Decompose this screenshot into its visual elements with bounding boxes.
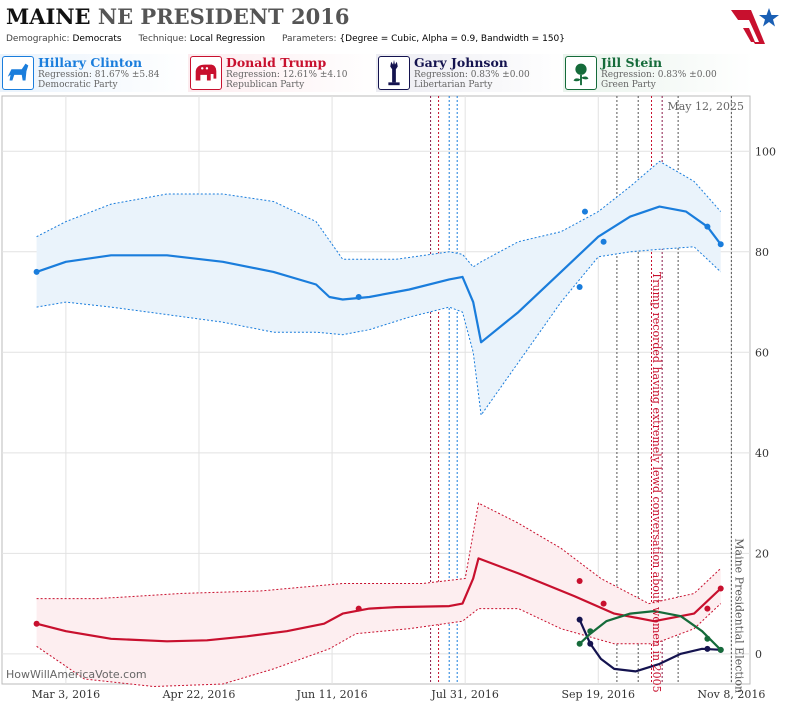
elephant-icon [190, 56, 222, 90]
candidate-card-stein[interactable]: Jill Stein Regression: 0.83% ±0.00 Green… [563, 54, 753, 92]
annotation-label: Maine Presidential Election [732, 538, 745, 693]
candidate-name: Donald Trump [226, 55, 327, 70]
candidate-party: Republican Party [226, 80, 305, 90]
data-point-donald-trump [576, 577, 583, 584]
lower-bound-donald-trump [36, 603, 722, 688]
data-point-donald-trump [717, 585, 724, 592]
candidate-regression: Regression: 0.83% ±0.00 [601, 70, 717, 80]
data-point-donald-trump [33, 620, 40, 627]
upper-bound-hillary-clinton [36, 160, 722, 268]
y-tick-label: 40 [755, 447, 769, 460]
candidate-regression: Regression: 81.67% ±5.84 [38, 70, 160, 80]
title-state: MAINE [6, 4, 91, 29]
x-tick-label: Jul 31, 2016 [430, 688, 499, 701]
candidate-card-clinton[interactable]: Hillary Clinton Regression: 81.67% ±5.84… [0, 54, 190, 92]
data-point-donald-trump [704, 605, 711, 612]
trend-line-gary-johnson [578, 619, 721, 673]
data-point-jill-stein [704, 635, 711, 642]
data-point-jill-stein [576, 640, 583, 647]
chart-parameters: Demographic: Democrats Technique: Local … [6, 34, 579, 44]
candidate-legend: Hillary Clinton Regression: 81.67% ±5.84… [0, 54, 789, 92]
trend-line-hillary-clinton [36, 205, 722, 344]
x-tick-label: Jun 11, 2016 [296, 688, 368, 701]
x-tick-label: Nov 8, 2016 [697, 688, 765, 701]
demographic-value: Democrats [72, 34, 122, 44]
donkey-icon [2, 56, 34, 90]
data-point-donald-trump [355, 605, 362, 612]
chart-date-label: May 12, 2025 [667, 100, 744, 113]
candidate-card-trump[interactable]: Donald Trump Regression: 12.61% ±4.10 Re… [188, 54, 378, 92]
candidate-card-johnson[interactable]: Gary Johnson Regression: 0.83% ±0.00 Lib… [376, 54, 566, 92]
site-credit[interactable]: HowWillAmericaVote.com [6, 668, 147, 681]
y-tick-label: 100 [755, 145, 776, 158]
data-point-jill-stein [717, 646, 724, 653]
data-point-gary-johnson [576, 616, 583, 623]
candidate-party: Libertarian Party [414, 80, 493, 90]
page-title: MAINE NE PRESIDENT 2016 [6, 4, 349, 29]
data-point-gary-johnson [587, 640, 594, 647]
upper-bound-donald-trump [36, 502, 722, 605]
data-point-hillary-clinton [355, 294, 362, 301]
y-tick-label: 80 [755, 246, 769, 259]
lower-bound-hillary-clinton [36, 246, 722, 417]
trend-line-donald-trump [36, 557, 722, 643]
data-point-hillary-clinton [717, 241, 724, 248]
title-subject: NE PRESIDENT 2016 [97, 4, 350, 29]
data-point-jill-stein [587, 628, 594, 635]
parameters-label: Parameters: [281, 34, 337, 44]
y-tick-label: 0 [755, 648, 762, 661]
data-point-donald-trump [600, 600, 607, 607]
data-point-gary-johnson [704, 645, 711, 652]
demographic-label: Demographic: [6, 34, 70, 44]
rose-icon [565, 56, 597, 90]
x-tick-label: Sep 19, 2016 [561, 688, 635, 701]
data-point-hillary-clinton [704, 223, 711, 230]
x-tick-label: Apr 22, 2016 [162, 688, 236, 701]
liberty-statue-icon [378, 56, 410, 90]
technique-label: Technique: [138, 34, 187, 44]
data-point-hillary-clinton [576, 283, 583, 290]
confidence-band-hillary-clinton [36, 161, 721, 416]
candidate-name: Jill Stein [601, 55, 663, 70]
site-logo-icon[interactable] [721, 4, 781, 50]
y-tick-label: 60 [755, 346, 769, 359]
chart-header: MAINE NE PRESIDENT 2016 Demographic: Dem… [0, 0, 789, 52]
annotation-label: Trump recorded having extremely lewd con… [650, 272, 663, 693]
x-tick-label: Mar 3, 2016 [32, 688, 101, 701]
candidate-regression: Regression: 12.61% ±4.10 [226, 70, 348, 80]
technique-value: Local Regression [189, 34, 266, 44]
polling-chart: Trump recorded having extremely lewd con… [1, 95, 776, 701]
candidate-name: Gary Johnson [414, 55, 508, 70]
data-point-hillary-clinton [581, 208, 588, 215]
candidate-party: Green Party [601, 80, 656, 90]
y-tick-label: 20 [755, 547, 769, 560]
parameters-value: {Degree = Cubic, Alpha = 0.9, Bandwidth … [339, 34, 565, 44]
candidate-regression: Regression: 0.83% ±0.00 [414, 70, 530, 80]
data-point-hillary-clinton [600, 238, 607, 245]
candidate-name: Hillary Clinton [38, 55, 143, 70]
data-point-hillary-clinton [33, 268, 40, 275]
candidate-party: Democratic Party [38, 80, 118, 90]
